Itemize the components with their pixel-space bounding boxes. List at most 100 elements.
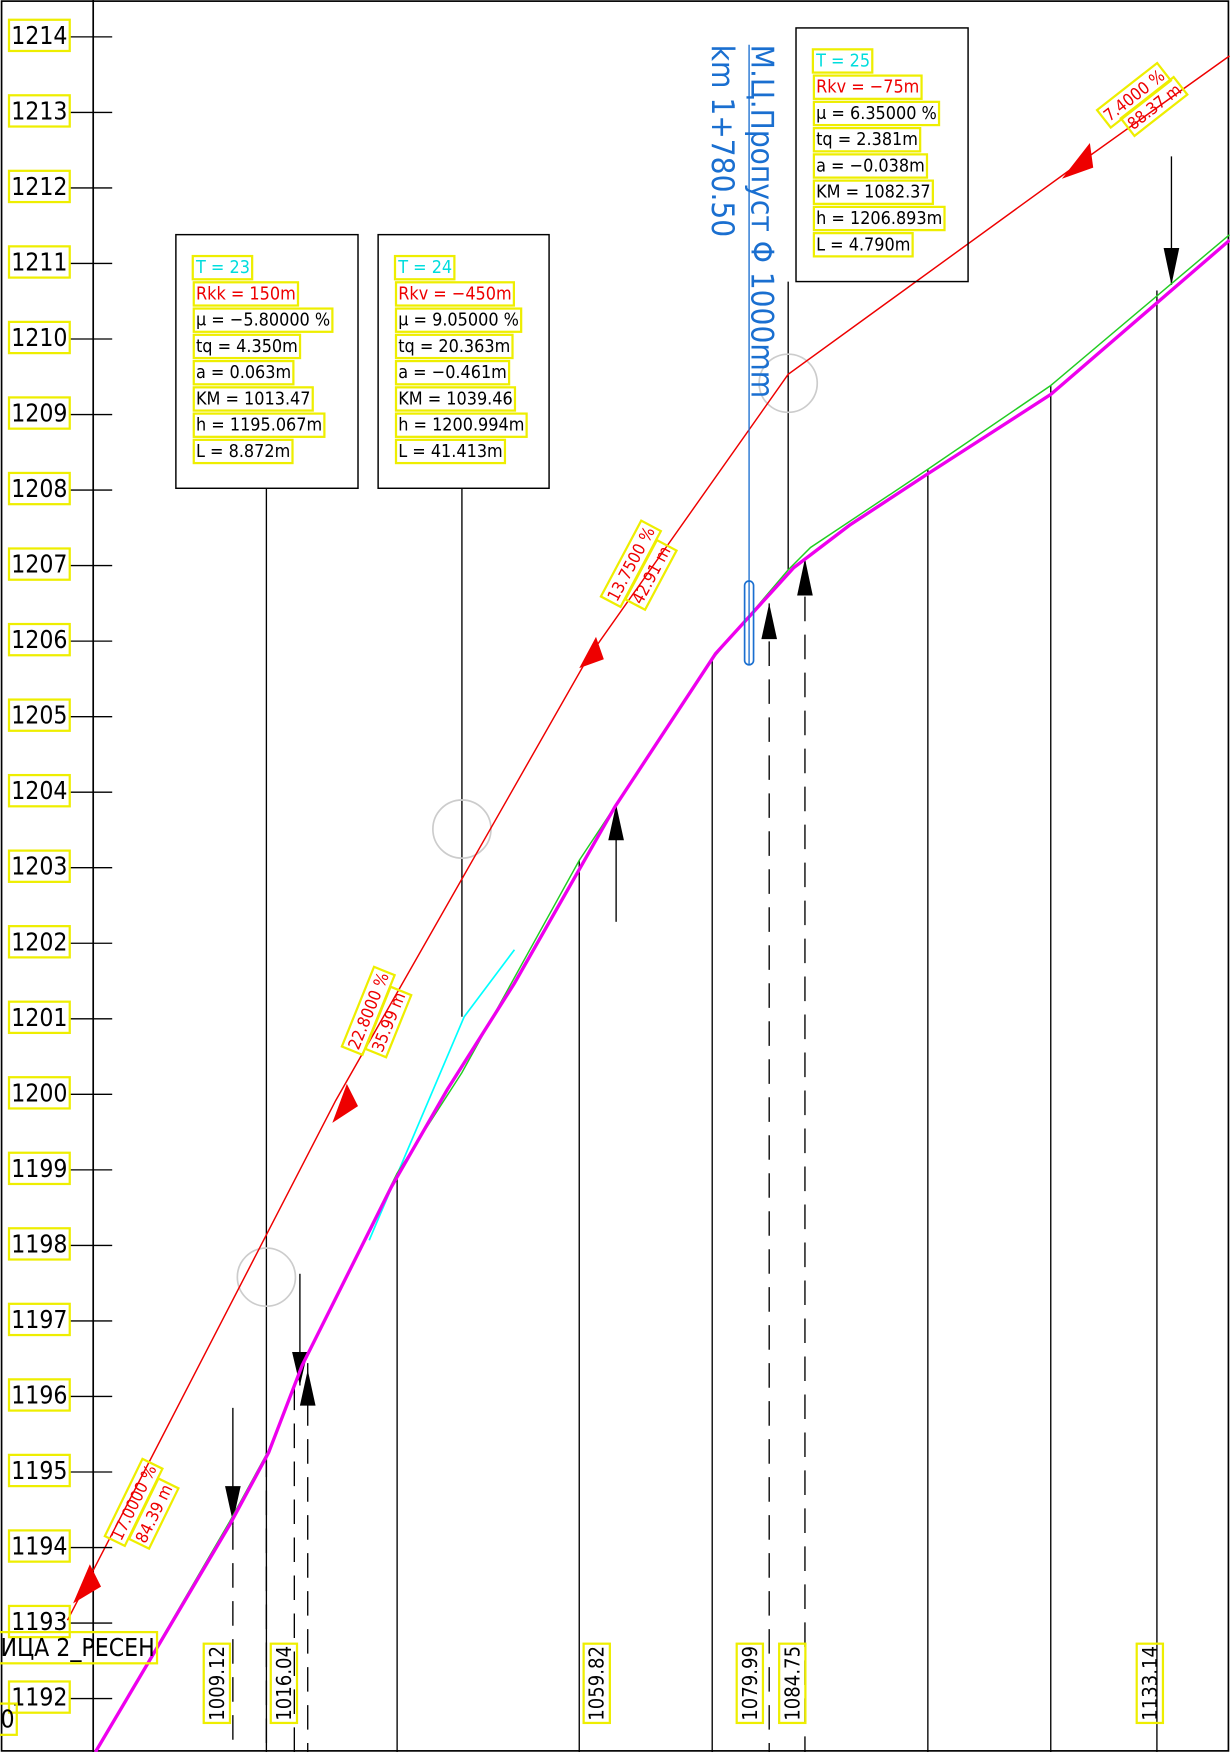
label-highlight — [7, 849, 71, 883]
label-highlight — [7, 698, 71, 732]
curve-param: KM = 1039.46 — [398, 388, 513, 409]
label-highlight — [7, 1378, 71, 1412]
station-label: 1009.12 — [205, 1646, 229, 1721]
station-label-group: 1016.04 — [269, 1642, 299, 1725]
station-label: 1133.14 — [1138, 1646, 1162, 1721]
curve-param: KM = 1013.47 — [196, 388, 311, 409]
curve-param-group: μ = 9.05000 % — [394, 307, 523, 333]
label-highlight — [394, 333, 514, 360]
station-label-group: 1059.82 — [582, 1642, 611, 1725]
elevation-label-group: 1204 — [7, 773, 71, 808]
label-highlight — [7, 1076, 71, 1110]
elevation-label: 1213 — [11, 96, 67, 125]
label-highlight — [394, 438, 507, 465]
station-label-group: 1009.12 — [202, 1642, 232, 1725]
station-label-group: 1133.14 — [1135, 1642, 1165, 1725]
elevation-label: 1208 — [11, 474, 67, 503]
label-highlight — [269, 1642, 299, 1725]
curve-param: μ = 9.05000 % — [398, 310, 519, 331]
vertex-circles — [236, 353, 819, 1308]
elevation-label-group: 1210 — [7, 320, 71, 355]
curve-radius: Rkv = −75m — [816, 77, 919, 98]
elevation-label: 1198 — [11, 1229, 67, 1258]
elevation-label-group: 1208 — [7, 471, 71, 506]
corner-label-group: 0 — [0, 1702, 18, 1736]
curve-param-group: tq = 2.381m — [812, 126, 922, 153]
label-highlight — [7, 94, 71, 128]
station-label: 1016.04 — [272, 1646, 296, 1721]
elevation-label: 1214 — [11, 21, 67, 50]
curve-radius-group: Rkv = −450m — [394, 281, 516, 307]
curve-param-group: KM = 1013.47 — [192, 386, 314, 412]
curve-radius: Rkk = 150m — [196, 283, 296, 304]
curve-param: μ = −5.80000 % — [196, 310, 330, 331]
label-highlight — [735, 1642, 765, 1725]
elevation-label: 1209 — [11, 399, 67, 428]
label-highlight — [812, 179, 934, 205]
label-highlight — [192, 412, 326, 438]
culvert-km: km 1+780.50 — [704, 45, 740, 237]
elevation-label-group: 1197 — [7, 1302, 71, 1337]
elevation-label: 1196 — [11, 1380, 67, 1409]
label-highlight — [0, 1702, 18, 1736]
curve-title: T = 25 — [815, 50, 870, 71]
curve-param: L = 4.790m — [816, 234, 910, 255]
elevation-label: 1206 — [11, 625, 67, 654]
label-highlight — [7, 471, 71, 506]
label-highlight — [7, 1680, 71, 1714]
curve-param-group: h = 1195.067m — [192, 412, 326, 438]
elevation-label-group: 1205 — [7, 698, 71, 732]
elevation-label: 1200 — [11, 1078, 67, 1107]
label-highlight — [812, 232, 914, 258]
elevation-label: 1205 — [11, 701, 67, 730]
dashed-lines — [232, 558, 806, 1752]
station-label: 1059.82 — [585, 1646, 609, 1721]
curve-param-group: a = −0.038m — [812, 153, 929, 179]
curve-param-group: KM = 1082.37 — [812, 179, 934, 205]
curve-param-group: μ = −5.80000 % — [192, 307, 334, 333]
curve-title: T = 23 — [195, 257, 250, 278]
label-highlight — [623, 538, 679, 612]
elevation-label-group: 1214 — [7, 18, 71, 53]
label-highlight — [7, 1302, 71, 1337]
elevation-label: 1204 — [11, 776, 67, 805]
curve-param-group: KM = 1039.46 — [394, 386, 517, 412]
curve-param: a = −0.461m — [398, 362, 507, 383]
culvert — [743, 44, 755, 666]
station-label: 1084.75 — [780, 1646, 804, 1721]
elevation-label-group: 1206 — [7, 622, 71, 657]
elevation-label-group: 1192 — [7, 1680, 71, 1714]
label-highlight — [1135, 1642, 1165, 1725]
label-highlight — [393, 254, 456, 281]
label-highlight — [192, 438, 294, 465]
label-highlight — [191, 254, 254, 281]
elevation-label: 1211 — [11, 247, 67, 276]
label-highlight — [7, 773, 71, 808]
curve-param-group: a = −0.461m — [394, 359, 511, 386]
elevation-label-group: 1203 — [7, 849, 71, 883]
curve-param: a = −0.038m — [816, 155, 925, 176]
label-highlight — [394, 281, 516, 307]
curve-param: tq = 4.350m — [196, 336, 298, 357]
elevation-label-group: 1201 — [7, 1000, 71, 1035]
label-highlight — [812, 126, 922, 153]
curve-title: T = 24 — [397, 257, 452, 278]
label-highlight — [812, 205, 946, 232]
elevation-label-group: 1200 — [7, 1076, 71, 1110]
elevation-label-group: 1195 — [7, 1453, 71, 1488]
curve-title-group: T = 25 — [811, 48, 874, 74]
elevation-label-group: 1198 — [7, 1227, 71, 1261]
curve-box — [175, 233, 359, 490]
station-label-group: 1084.75 — [778, 1642, 807, 1725]
label-highlight — [811, 48, 874, 74]
label-highlight — [7, 1453, 71, 1488]
elevation-label-group: 1213 — [7, 94, 71, 128]
curve-param: L = 41.413m — [398, 441, 502, 462]
curve-param-group: h = 1200.994m — [394, 412, 528, 438]
elevation-label-group: 1212 — [7, 169, 71, 204]
design-line — [93, 238, 1230, 1752]
curve-param: L = 8.872m — [196, 441, 290, 462]
label-highlight — [7, 1000, 71, 1035]
label-highlight — [812, 74, 923, 100]
